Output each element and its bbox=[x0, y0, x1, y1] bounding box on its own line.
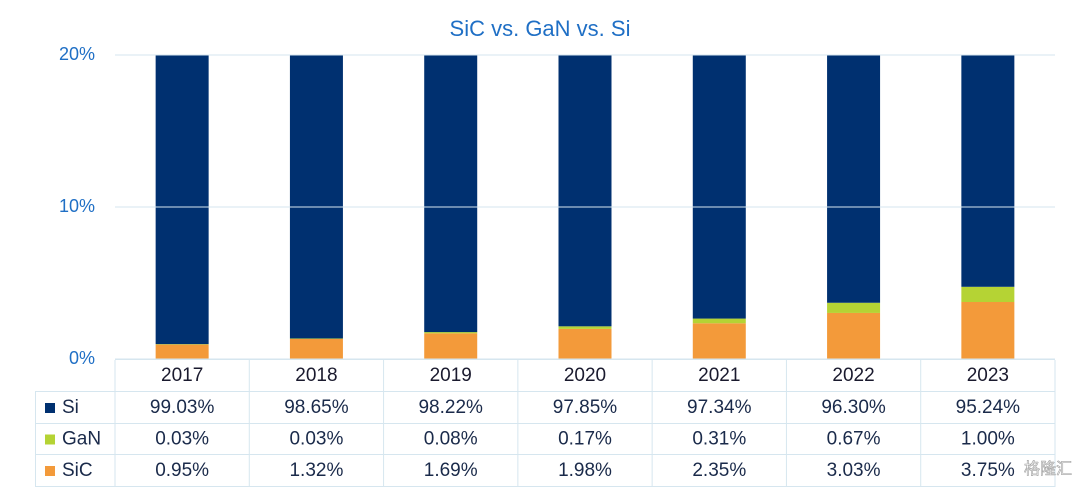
bar-segment bbox=[424, 55, 478, 333]
legend-label: SiC bbox=[62, 460, 93, 481]
legend-swatch bbox=[45, 466, 55, 476]
table-value: 97.34% bbox=[687, 397, 752, 418]
bar-segment bbox=[558, 326, 612, 329]
bar-segment bbox=[155, 344, 209, 359]
bars bbox=[155, 55, 1015, 359]
table-value: 0.03% bbox=[289, 429, 343, 450]
table-value: 0.03% bbox=[155, 429, 209, 450]
x-tick-label: 2019 bbox=[430, 365, 472, 386]
table-value: 0.17% bbox=[558, 429, 612, 450]
table-value: 98.22% bbox=[418, 397, 483, 418]
x-tick-label: 2018 bbox=[295, 365, 337, 386]
bar-segment bbox=[558, 328, 612, 359]
bar-segment bbox=[827, 312, 881, 359]
bar-segment bbox=[692, 55, 746, 319]
legend-label: GaN bbox=[62, 429, 101, 450]
table-value: 1.98% bbox=[558, 460, 612, 481]
bar-segment bbox=[692, 323, 746, 359]
bar-segment bbox=[827, 302, 881, 313]
legend-label: Si bbox=[62, 397, 79, 418]
table-value: 96.30% bbox=[821, 397, 886, 418]
table-value: 0.08% bbox=[424, 429, 478, 450]
y-tick-label: 10% bbox=[59, 196, 95, 216]
bar-segment bbox=[424, 333, 478, 359]
bar-segment bbox=[692, 318, 746, 324]
watermark: 格隆汇 bbox=[1024, 460, 1072, 478]
chart-title: SiC vs. GaN vs. Si bbox=[450, 16, 631, 41]
bar-segment bbox=[424, 332, 478, 334]
table-value: 95.24% bbox=[956, 397, 1021, 418]
x-tick-label: 2022 bbox=[832, 365, 874, 386]
table-value: 97.85% bbox=[553, 397, 618, 418]
table-value: 0.67% bbox=[827, 429, 881, 450]
bar-segment bbox=[289, 55, 343, 339]
bar-segment bbox=[558, 55, 612, 327]
table-value: 3.75% bbox=[961, 460, 1015, 481]
table-value: 3.03% bbox=[827, 460, 881, 481]
bar-segment bbox=[827, 55, 881, 303]
bar-segment bbox=[961, 286, 1015, 302]
x-tick-label: 2020 bbox=[564, 365, 606, 386]
table-value: 99.03% bbox=[150, 397, 215, 418]
table-value: 0.95% bbox=[155, 460, 209, 481]
x-tick-label: 2017 bbox=[161, 365, 203, 386]
x-tick-label: 2023 bbox=[967, 365, 1009, 386]
bar-segment bbox=[961, 55, 1015, 287]
legend-swatch bbox=[45, 403, 55, 413]
bar-segment bbox=[289, 338, 343, 359]
bar-segment bbox=[961, 302, 1015, 359]
y-tick-label: 0% bbox=[69, 348, 95, 368]
bar-segment bbox=[155, 55, 209, 345]
legend-swatch bbox=[45, 434, 55, 445]
table-value: 2.35% bbox=[692, 460, 746, 481]
table-value: 1.32% bbox=[289, 460, 343, 481]
table-value: 1.69% bbox=[424, 460, 478, 481]
y-tick-label: 20% bbox=[59, 44, 95, 64]
table-value: 0.31% bbox=[692, 429, 746, 450]
table-value: 98.65% bbox=[284, 397, 349, 418]
x-tick-label: 2021 bbox=[698, 365, 740, 386]
table-value: 1.00% bbox=[961, 429, 1015, 450]
